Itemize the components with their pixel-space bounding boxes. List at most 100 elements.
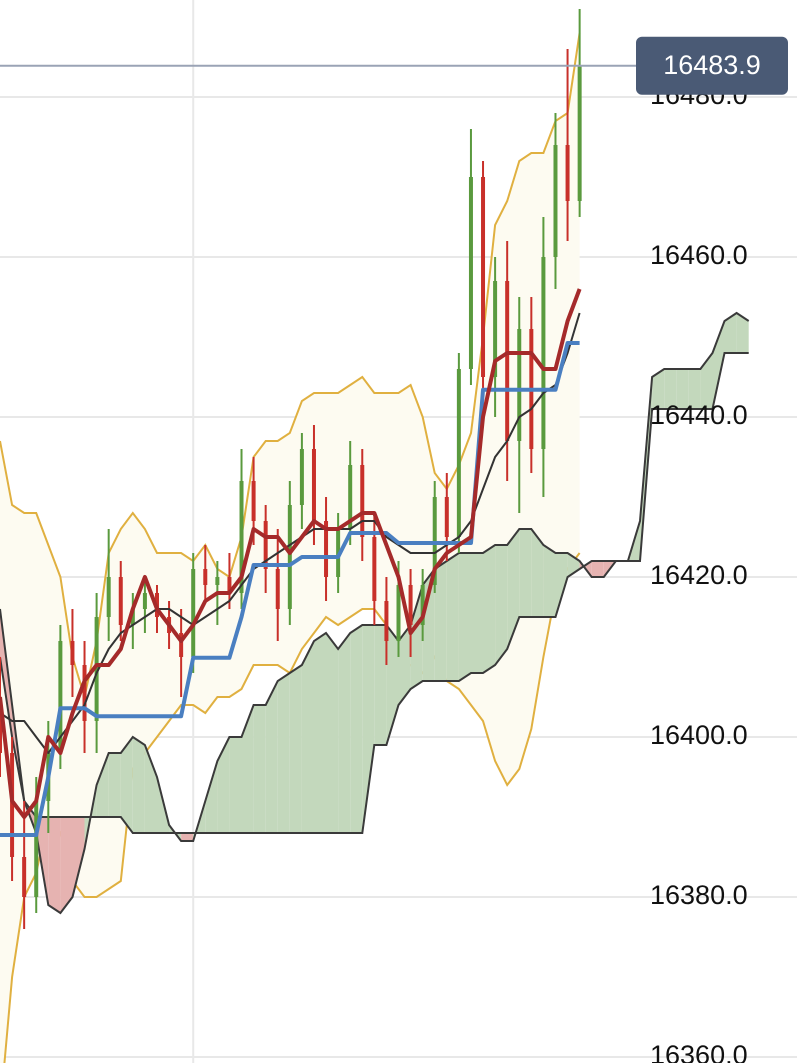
cloud-segment bbox=[217, 737, 230, 833]
candle-body bbox=[505, 281, 510, 441]
candle-body bbox=[22, 857, 27, 897]
cloud-segment bbox=[676, 369, 689, 409]
cloud-segment bbox=[712, 321, 725, 409]
cloud-segment bbox=[471, 553, 483, 673]
indicator-line bbox=[0, 312, 581, 754]
candle-body bbox=[493, 281, 498, 377]
cloud-segment bbox=[72, 817, 85, 897]
y-tick-label: 16440.0 bbox=[650, 400, 748, 430]
candle-body bbox=[130, 609, 135, 625]
cloud-segment bbox=[108, 753, 121, 817]
cloud-segment bbox=[338, 633, 351, 833]
y-tick-label: 16460.0 bbox=[650, 240, 748, 270]
candle-body bbox=[481, 177, 486, 377]
candle-body bbox=[263, 521, 268, 569]
candle-body bbox=[360, 465, 365, 537]
y-tick-label: 16400.0 bbox=[650, 720, 748, 750]
candle-body bbox=[106, 577, 111, 617]
candle-body bbox=[396, 585, 401, 641]
candle-body bbox=[275, 569, 280, 609]
candle-body bbox=[0, 697, 2, 753]
cloud-segment bbox=[314, 633, 326, 833]
candle-body bbox=[227, 577, 232, 593]
cloud-segment bbox=[446, 553, 459, 681]
candle-body bbox=[420, 585, 425, 625]
candle-body bbox=[10, 753, 15, 857]
candle-body bbox=[94, 617, 99, 721]
cloud-segment bbox=[664, 369, 677, 409]
cloud-segment bbox=[398, 625, 411, 705]
candle-body bbox=[239, 481, 244, 593]
candle-body bbox=[372, 537, 377, 601]
cloud-segment bbox=[253, 705, 266, 833]
candle-body bbox=[565, 145, 570, 201]
cloud-line bbox=[0, 352, 749, 834]
candle-body bbox=[541, 257, 546, 449]
cloud-segment bbox=[410, 585, 423, 689]
cloud-segment bbox=[229, 737, 242, 833]
candle-body bbox=[82, 665, 87, 721]
cloud-segment bbox=[205, 761, 218, 833]
candle-body bbox=[215, 577, 220, 585]
candle-body bbox=[287, 505, 292, 609]
cloud-segment bbox=[350, 625, 363, 833]
candle-body bbox=[191, 569, 196, 657]
cloud-segment bbox=[374, 625, 387, 745]
candle-body bbox=[70, 641, 75, 665]
cloud-segment bbox=[241, 705, 254, 833]
cloud-segment bbox=[519, 529, 532, 617]
cloud-segment bbox=[289, 665, 302, 833]
cloud-segment bbox=[265, 681, 278, 833]
candle-body bbox=[348, 465, 353, 529]
y-tick-label: 16360.0 bbox=[650, 1040, 748, 1063]
candle-body bbox=[203, 569, 208, 585]
cloud-segment bbox=[483, 545, 496, 673]
last-price-box bbox=[636, 36, 788, 95]
candle-body bbox=[34, 801, 39, 897]
cloud-segment bbox=[555, 553, 568, 617]
candle-body bbox=[468, 177, 473, 369]
y-tick-label: 16420.0 bbox=[650, 560, 748, 590]
cloud-segment bbox=[434, 561, 447, 681]
cloud-segment bbox=[531, 529, 544, 617]
cloud-segment bbox=[386, 625, 399, 745]
cloud-segment bbox=[591, 561, 604, 577]
candle-body bbox=[324, 521, 329, 577]
candle-body bbox=[179, 633, 184, 657]
candle-body bbox=[142, 593, 147, 609]
cloud-segment bbox=[181, 833, 194, 841]
cloud-segment bbox=[543, 545, 556, 617]
last-price-label: 16483.9 bbox=[663, 50, 761, 80]
cloud-segment bbox=[688, 369, 701, 409]
candle-body bbox=[577, 65, 582, 201]
cloud-segment bbox=[495, 545, 508, 665]
cloud-segment bbox=[326, 633, 339, 833]
cloud-segment bbox=[458, 553, 471, 681]
cloud-segment bbox=[132, 737, 145, 833]
cloud-segment bbox=[0, 609, 13, 737]
candle-body bbox=[553, 145, 558, 257]
cloud-segment bbox=[652, 369, 665, 409]
cloud-segment bbox=[736, 313, 749, 353]
cloud-segment bbox=[60, 817, 73, 913]
indicator-line bbox=[0, 341, 580, 837]
cloud-segment bbox=[700, 353, 713, 409]
candle-body bbox=[299, 449, 304, 505]
candle-body bbox=[251, 481, 256, 521]
y-tick-label: 16380.0 bbox=[650, 880, 748, 910]
candle-body bbox=[118, 577, 123, 625]
candle-body bbox=[456, 369, 461, 537]
cloud-segment bbox=[144, 745, 157, 833]
cloud-segment bbox=[507, 529, 520, 649]
cloud-segment bbox=[120, 737, 133, 833]
candle-body bbox=[517, 329, 522, 441]
cloud-segment bbox=[96, 753, 109, 817]
candle-body bbox=[58, 641, 63, 753]
cloud-segment bbox=[724, 313, 737, 353]
indicator-line bbox=[0, 288, 582, 819]
candle-body bbox=[408, 585, 413, 625]
cloud-segment bbox=[362, 625, 375, 833]
candle-body bbox=[384, 601, 389, 641]
candle-body bbox=[444, 497, 449, 537]
